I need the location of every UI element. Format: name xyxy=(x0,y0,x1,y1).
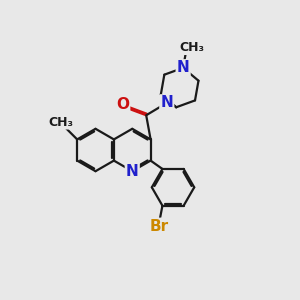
Text: O: O xyxy=(116,97,129,112)
Text: Br: Br xyxy=(150,219,169,234)
Text: N: N xyxy=(177,60,190,75)
Text: CH₃: CH₃ xyxy=(179,41,204,54)
Text: CH₃: CH₃ xyxy=(48,116,73,128)
Text: N: N xyxy=(160,95,173,110)
Text: N: N xyxy=(126,164,139,179)
